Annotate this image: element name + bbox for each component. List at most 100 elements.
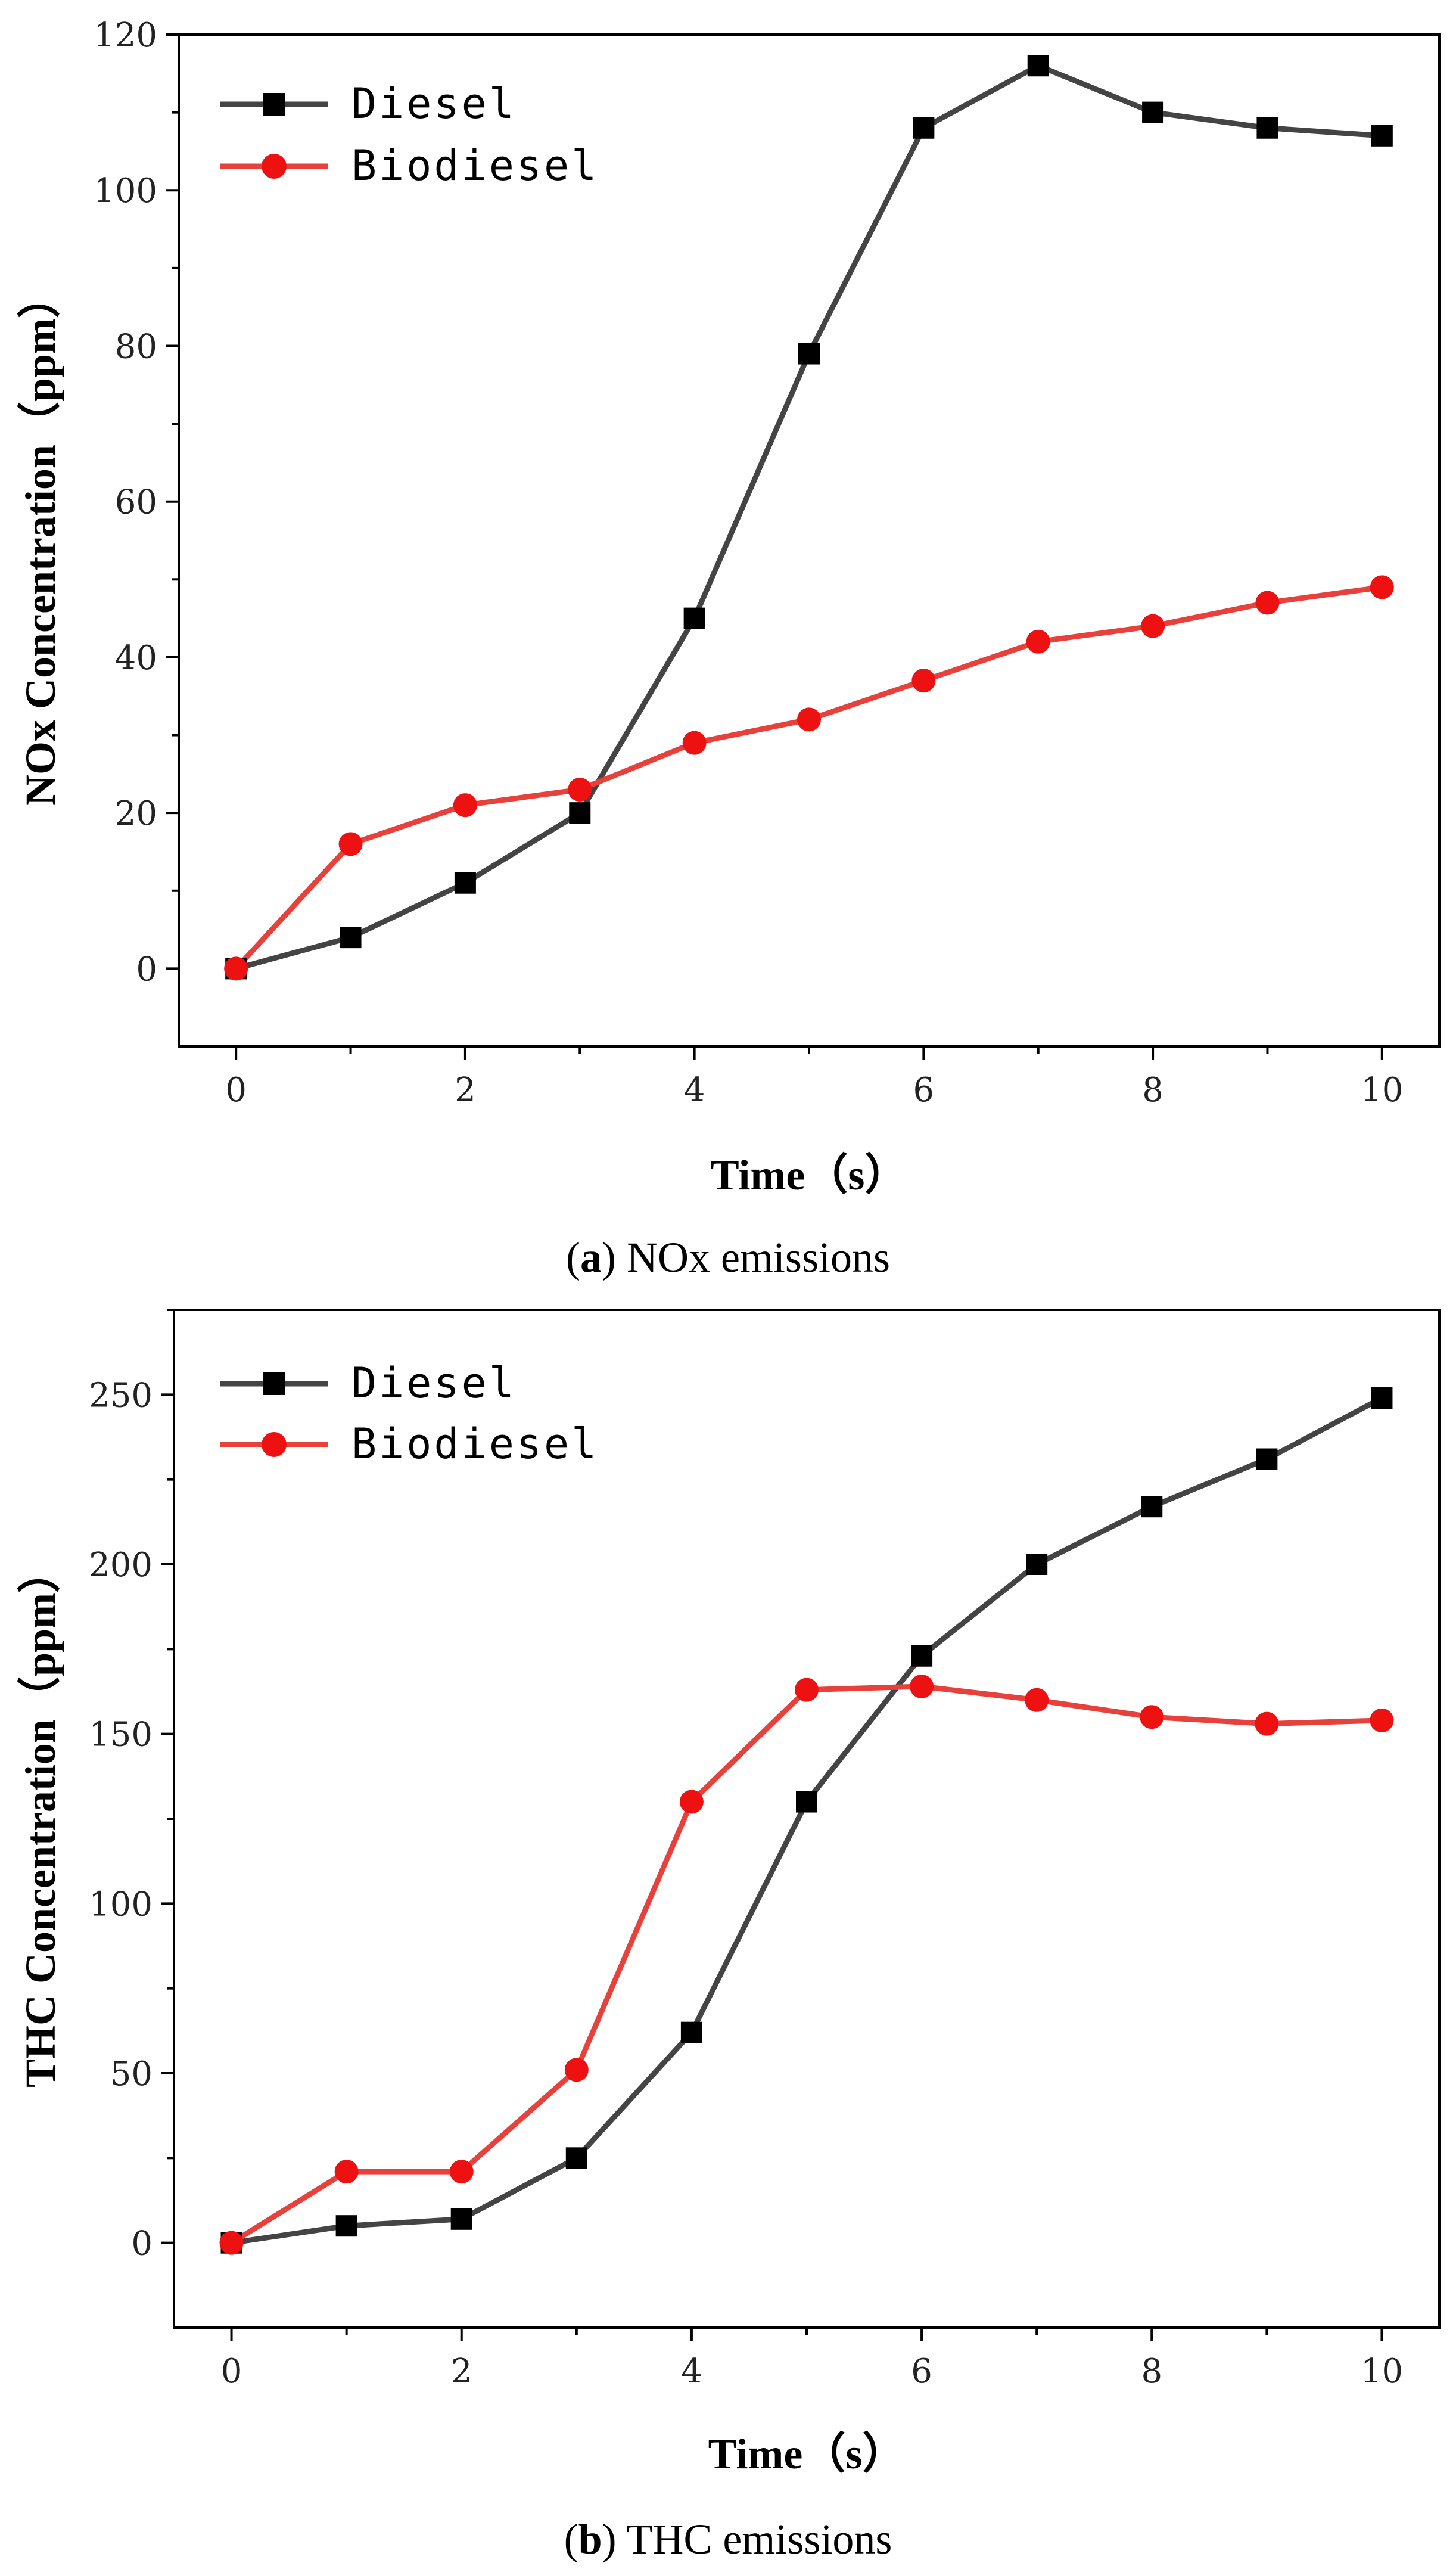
data-point-diesel xyxy=(1142,101,1164,123)
x-tick-label: 6 xyxy=(913,1071,935,1110)
y-tick-label: 60 xyxy=(115,483,157,522)
data-point-diesel xyxy=(1256,1448,1278,1470)
series-line-diesel xyxy=(231,1396,1383,2246)
caption-text-b: THC emissions xyxy=(626,2515,892,2563)
data-point-biodiesel xyxy=(1140,1705,1164,1729)
y-tick-label: 20 xyxy=(115,794,157,833)
data-point-biodiesel xyxy=(453,793,477,818)
data-point-diesel xyxy=(450,2208,472,2230)
x-tick-label: 2 xyxy=(455,1071,476,1110)
data-point-biodiesel xyxy=(219,2231,244,2255)
data-point-biodiesel xyxy=(797,707,821,732)
data-point-diesel xyxy=(683,607,705,629)
data-point-diesel xyxy=(911,1645,933,1667)
series-markers-b xyxy=(219,1387,1394,2255)
data-point-biodiesel xyxy=(1025,1688,1049,1712)
y-tick-label: 150 xyxy=(89,1716,153,1754)
y-tick-label: 0 xyxy=(136,950,157,989)
series-line-diesel xyxy=(235,63,1383,971)
legend-marker-biodiesel-a xyxy=(262,154,287,179)
x-tick-label: 2 xyxy=(451,2352,472,2391)
caption-a: (a) NOx emissions xyxy=(566,1234,890,1281)
data-point-diesel xyxy=(1256,117,1278,139)
y-axis-ticks-b: 0 50 100 150 200 250 xyxy=(89,1309,174,2263)
data-point-diesel xyxy=(565,2147,587,2169)
data-point-diesel xyxy=(1371,125,1393,147)
data-point-diesel xyxy=(340,927,362,949)
data-point-diesel xyxy=(680,2021,702,2043)
legend-a: Diesel Biodiesel xyxy=(220,79,599,190)
legend-label-diesel-b: Diesel xyxy=(351,1359,517,1408)
data-point-biodiesel xyxy=(568,777,592,802)
y-tick-label: 250 xyxy=(89,1376,153,1415)
legend-label-biodiesel-a: Biodiesel xyxy=(351,141,599,190)
legend-label-biodiesel-b: Biodiesel xyxy=(351,1419,599,1468)
y-tick-label: 100 xyxy=(89,1885,153,1924)
legend-label-diesel-a: Diesel xyxy=(351,79,517,128)
y-tick-label: 100 xyxy=(94,172,157,210)
caption-b: (b) THC emissions xyxy=(564,2515,892,2563)
y-axis-title-b: THC Concentration（ppm） xyxy=(17,1550,64,2088)
x-tick-label: 8 xyxy=(1141,2352,1162,2391)
y-tick-label: 50 xyxy=(110,2055,153,2093)
data-point-diesel xyxy=(913,117,935,139)
series-lines-a xyxy=(234,63,1383,971)
chart-panel-a: 0 20 40 60 80 100 120 0 2 4 6 8 10 Time（s） NOx Conc… xyxy=(17,16,1441,1281)
data-point-diesel xyxy=(1371,1387,1393,1409)
y-axis-ticks-a: 0 20 40 60 80 100 120 xyxy=(94,16,179,989)
chart-panel-b: 0 50 100 150 200 250 0 2 4 6 8 10 Time（s） THC Conc… xyxy=(17,1309,1441,2563)
legend-b: Diesel Biodiesel xyxy=(220,1359,599,1468)
legend-marker-diesel-a xyxy=(263,93,285,116)
data-point-diesel xyxy=(1026,1554,1048,1575)
x-tick-label: 10 xyxy=(1361,2352,1403,2391)
y-tick-label: 0 xyxy=(131,2225,153,2263)
x-tick-label: 6 xyxy=(911,2352,932,2391)
x-axis-ticks-b: 0 2 4 6 8 10 xyxy=(221,2328,1403,2391)
data-point-biodiesel xyxy=(1255,1711,1279,1736)
data-point-biodiesel xyxy=(795,1678,819,1702)
data-point-biodiesel xyxy=(910,1674,934,1698)
y-axis-title-a: NOx Concentration（ppm） xyxy=(17,275,64,806)
data-point-biodiesel xyxy=(911,669,936,693)
x-axis-title-a: Time（s） xyxy=(711,1151,908,1199)
y-tick-label: 200 xyxy=(89,1546,153,1585)
data-point-biodiesel xyxy=(1026,629,1050,654)
x-tick-label: 4 xyxy=(681,2352,702,2391)
data-point-biodiesel xyxy=(1370,1708,1394,1732)
data-point-biodiesel xyxy=(224,956,248,981)
data-point-biodiesel xyxy=(1255,591,1280,615)
x-tick-label: 10 xyxy=(1361,1071,1403,1110)
data-point-biodiesel xyxy=(682,731,707,755)
data-point-biodiesel xyxy=(449,2160,474,2184)
x-tick-label: 0 xyxy=(221,2352,242,2391)
data-point-diesel xyxy=(796,1791,817,1813)
data-point-biodiesel xyxy=(338,832,363,856)
data-point-biodiesel xyxy=(334,2160,359,2184)
series-line-biodiesel xyxy=(230,1683,1382,2245)
y-tick-label: 40 xyxy=(115,639,157,678)
data-point-biodiesel xyxy=(1141,614,1165,638)
caption-text-a: NOx emissions xyxy=(627,1234,890,1281)
data-point-diesel xyxy=(1141,1496,1163,1518)
data-point-diesel xyxy=(569,802,591,824)
data-point-biodiesel xyxy=(679,1790,704,1814)
data-point-diesel xyxy=(798,343,820,365)
data-point-diesel xyxy=(335,2215,357,2237)
series-markers-a xyxy=(224,55,1394,981)
caption-letter-b: b xyxy=(578,2515,602,2563)
legend-marker-biodiesel-b xyxy=(262,1432,287,1457)
caption-letter-a: a xyxy=(580,1234,602,1281)
series-lines-b xyxy=(230,1396,1383,2246)
x-axis-ticks-a: 0 2 4 6 8 10 xyxy=(225,1046,1403,1110)
data-point-biodiesel xyxy=(1370,575,1394,599)
data-point-diesel xyxy=(454,872,476,894)
x-tick-label: 4 xyxy=(684,1071,705,1110)
x-axis-title-b: Time（s） xyxy=(708,2430,906,2478)
legend-marker-diesel-b xyxy=(263,1372,285,1395)
data-point-biodiesel xyxy=(564,2058,589,2082)
x-tick-label: 8 xyxy=(1142,1071,1163,1110)
data-point-diesel xyxy=(1027,55,1049,77)
x-tick-label: 0 xyxy=(225,1071,247,1110)
y-tick-label: 120 xyxy=(94,16,157,55)
